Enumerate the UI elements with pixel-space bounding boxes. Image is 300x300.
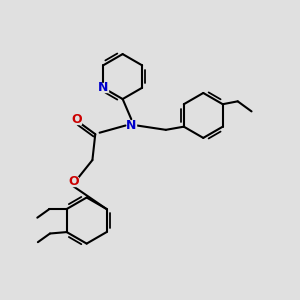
Text: O: O [68,175,79,188]
Bar [72,116,81,124]
Text: O: O [71,113,82,126]
Bar [127,121,136,130]
Bar [99,83,108,92]
Bar [69,177,78,186]
Text: N: N [98,81,108,94]
Text: N: N [126,119,136,132]
